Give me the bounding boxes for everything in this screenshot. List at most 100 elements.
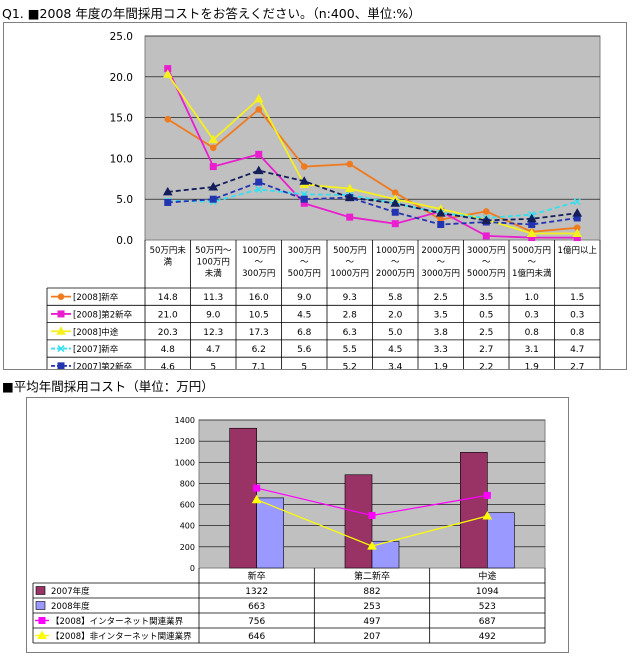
table-value: 14.8 (158, 293, 178, 303)
table-value: 6.2 (252, 345, 266, 355)
data-point (367, 541, 377, 550)
data-point (208, 134, 219, 144)
legend-marker (57, 310, 65, 318)
data-point (209, 195, 217, 203)
category-label: 5000万円 (467, 269, 506, 279)
category-label: 満 (163, 258, 172, 268)
legend-label: [2008]中途 (73, 327, 119, 338)
data-point (572, 228, 583, 237)
category-label: ～ (345, 258, 354, 268)
category-label: 300万円 (242, 269, 275, 279)
chart2-title: ■平均年間採用コスト（単位：万円） (2, 379, 214, 394)
legend-marker (37, 630, 47, 639)
category-label: ～ (300, 258, 309, 268)
table-value: 0.5 (479, 310, 493, 320)
data-point (253, 165, 264, 175)
category-label: 第二新卒 (354, 570, 390, 582)
series-path (167, 73, 578, 235)
data-point (253, 484, 261, 492)
legend-label: 【2008】非インターネット関連業界 (51, 631, 192, 642)
series-path (167, 181, 578, 226)
bar (487, 512, 515, 569)
legend-label: 2008年度 (51, 601, 90, 612)
legend-label: 【2008】インターネット関連業界 (51, 616, 184, 627)
category-label: 中途 (478, 570, 496, 582)
table-value: 7.1 (252, 362, 266, 369)
table-value: 12.3 (203, 328, 223, 338)
data-point (344, 183, 355, 193)
data-point (482, 510, 493, 520)
table-value: 4.5 (297, 310, 311, 320)
table-value: 1.9 (525, 362, 540, 369)
table-value: 2.5 (434, 293, 448, 303)
table-value: 1.5 (570, 293, 584, 303)
data-point (346, 213, 354, 221)
table-value: 17.3 (249, 328, 269, 338)
data-point (209, 163, 217, 171)
table-value: 5.0 (388, 328, 403, 338)
legend-marker (57, 345, 65, 353)
table-value: 663 (248, 602, 265, 612)
plot-area (144, 35, 601, 241)
y-tick-label: 15.0 (110, 113, 133, 125)
data-point (162, 69, 173, 78)
data-point (368, 511, 376, 519)
table-value: 4.6 (161, 362, 176, 369)
category-label: ～ (482, 258, 491, 268)
data-point (164, 115, 172, 123)
table-value: 3.8 (434, 328, 449, 338)
category-label: 50万円未 (150, 245, 187, 256)
data-point (346, 160, 354, 168)
legend-label: [2007]新卒 (73, 344, 119, 355)
table-value: 21.0 (158, 310, 178, 320)
table-value: 6.3 (343, 328, 357, 338)
category-label: 500万円 (288, 269, 321, 279)
table-value: 5.2 (343, 362, 357, 369)
chart2-frame: 0 200 400 600 800 1000 1200 1400 新卒 第二新卒 中途 2007年度 1… (26, 397, 569, 653)
table-value: 3.1 (525, 345, 539, 355)
legend-marker (57, 362, 65, 370)
data-point (344, 192, 355, 202)
y-tick-label: 400 (180, 522, 195, 531)
category-label: 1000万円 (330, 269, 369, 279)
data-point (164, 198, 172, 206)
category-label: 1億円以上 (558, 245, 598, 256)
data-point (435, 208, 446, 217)
table-value: 3.5 (479, 293, 493, 303)
table-value: 2.5 (479, 328, 493, 338)
category-label: 5000万円 (512, 246, 551, 256)
category-label: 1000万円 (376, 246, 415, 256)
bar (256, 497, 284, 569)
series-path (167, 188, 578, 219)
data-point (255, 150, 263, 158)
table-value: 9.0 (297, 293, 312, 303)
data-point (573, 198, 581, 206)
series-line (253, 484, 491, 519)
table-value: 497 (363, 617, 380, 627)
data-point (255, 178, 263, 186)
bar (344, 474, 373, 569)
category-label: 未満 (205, 268, 223, 279)
category-label: 3000万円 (421, 269, 460, 279)
table-value: 0.8 (525, 328, 540, 338)
data-point (255, 185, 263, 193)
table-value: 4.7 (206, 345, 220, 355)
table-value: 2.2 (479, 362, 493, 369)
data-point (299, 176, 310, 185)
series-path (167, 169, 578, 222)
table-value: 5 (301, 362, 307, 369)
bar (460, 452, 488, 569)
data-point (253, 93, 264, 103)
bar-chart: 0 200 400 600 800 1000 1200 1400 新卒 第二新卒 中途 2007年度 1… (32, 416, 546, 644)
series-line (251, 494, 493, 550)
table-value: 4.8 (161, 345, 176, 355)
data-point (390, 198, 401, 207)
series-line (162, 165, 583, 224)
table-value: 6.8 (297, 328, 312, 338)
table-value: 9.3 (343, 293, 357, 303)
table-value: 11.3 (203, 293, 223, 303)
table-value: 1.9 (434, 362, 449, 369)
legend-label: 2007年度 (51, 586, 90, 597)
series-path (167, 108, 578, 233)
data-point (209, 144, 217, 152)
